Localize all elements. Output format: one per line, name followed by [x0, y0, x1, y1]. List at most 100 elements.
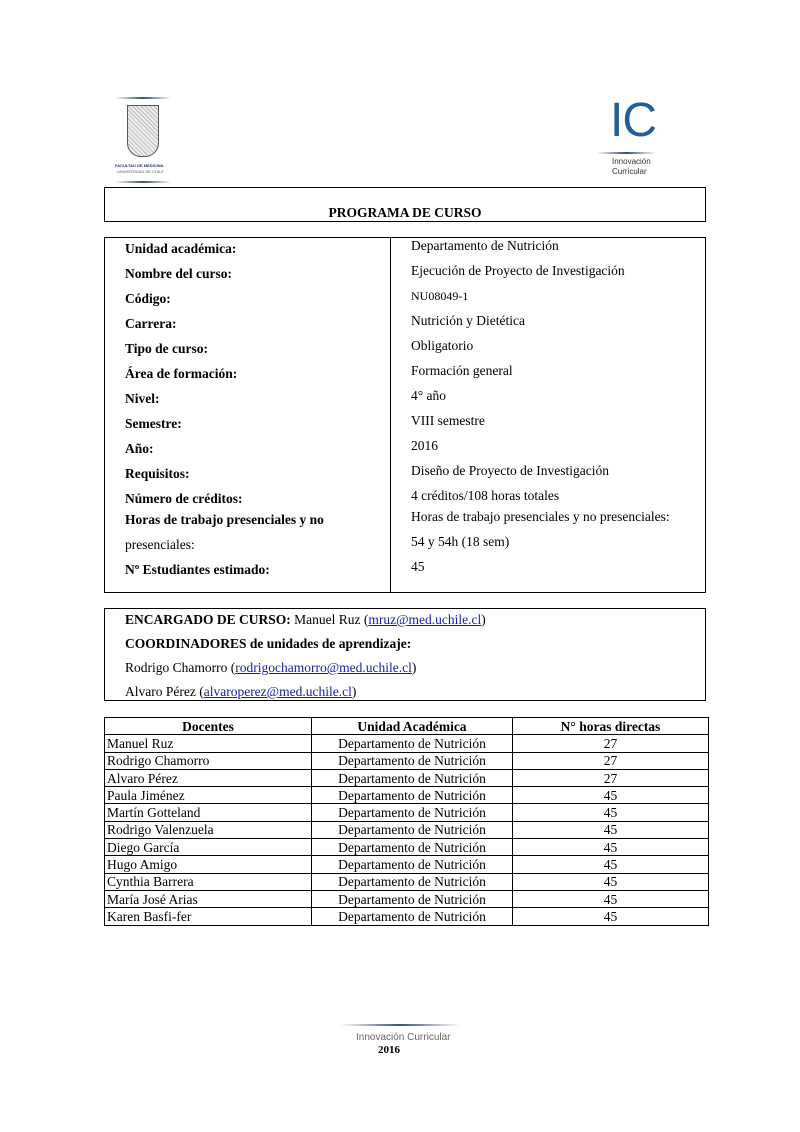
info-value: 45 [411, 559, 425, 574]
unidad-academica: Departamento de Nutrición [311, 907, 513, 926]
info-label: Nº Estudiantes estimado: [125, 562, 270, 577]
docente-name: María José Arias [104, 889, 312, 909]
logo-line2: Curricular [612, 167, 647, 176]
coord-rest: de unidades de aprendizaje: [246, 636, 412, 651]
docente-name: Cynthia Barrera [104, 872, 312, 891]
coordinator-email-link[interactable]: alvaroperez@med.uchile.cl [203, 684, 352, 699]
docente-name: Karen Basfi-fer [104, 907, 312, 926]
coordinator-name: Rodrigo Chamorro ( [125, 660, 236, 675]
info-label: Número de créditos: [125, 491, 243, 506]
table-row: Karen Basfi-fer Departamento de Nutrición… [104, 907, 709, 926]
faculty-logo: FACULTAD DE MEDICINA UNIVERSIDAD DE CHIL… [115, 97, 171, 183]
info-value: Diseño de Proyecto de Investigación [411, 463, 609, 478]
logo-line1: Innovación [612, 157, 651, 166]
table-row: Martín Gotteland Departamento de Nutrició… [104, 803, 709, 822]
docente-name: Manuel Ruz [104, 734, 312, 753]
horas-directas: 45 [512, 889, 709, 909]
encargado-line: ENCARGADO DE CURSO: Manuel Ruz (mruz@med… [125, 612, 486, 628]
unidad-academica: Departamento de Nutrición [311, 803, 513, 822]
col-header-docentes: Docentes [104, 716, 312, 736]
info-label: presenciales: [125, 537, 195, 552]
info-value: VIII semestre [411, 413, 485, 428]
info-label: Nivel: [125, 391, 160, 406]
info-label: Año: [125, 441, 154, 456]
unidad-academica: Departamento de Nutrición [311, 838, 513, 857]
info-label: Tipo de curso: [125, 341, 209, 356]
info-value: Nutrición y Dietética [411, 313, 525, 328]
title-box: PROGRAMA DE CURSO [104, 187, 706, 222]
horas-directas: 45 [512, 820, 709, 840]
coordinator-1: Rodrigo Chamorro (rodrigochamorro@med.uc… [125, 660, 416, 676]
info-value: 4 créditos/108 horas totales [411, 488, 560, 503]
unidad-academica: Departamento de Nutrición [311, 768, 513, 788]
info-value: 54 y 54h (18 sem) [411, 534, 510, 549]
paren: ) [351, 684, 357, 699]
table-row: María José Arias Departamento de Nutrició… [104, 889, 709, 909]
unidad-academica: Departamento de Nutrición [311, 786, 513, 805]
info-value: 2016 [411, 438, 438, 453]
docente-name: Paula Jiménez [104, 786, 312, 805]
info-value: Departamento de Nutrición [411, 238, 559, 253]
paren: ) [481, 612, 486, 627]
unidad-academica: Departamento de Nutrición [311, 751, 513, 770]
paren: ) [411, 660, 417, 675]
horas-directas: 45 [512, 872, 709, 891]
horas-directas: 45 [512, 855, 709, 874]
table-row: Cynthia Barrera Departamento de Nutrición… [104, 872, 709, 891]
footer-logo: Innovación Curricular 2016 [340, 1024, 460, 1060]
table-row: Alvaro Pérez Departamento de Nutrición 27 [104, 768, 709, 788]
info-label: Semestre: [125, 416, 182, 431]
info-value: 4° año [411, 388, 447, 403]
encargado-email-link[interactable]: mruz@med.uchile.cl [368, 612, 482, 627]
info-value: Horas de trabajo presenciales y no prese… [411, 509, 670, 524]
encargado-label: ENCARGADO DE CURSO: [125, 612, 291, 627]
ic-mark: IC [610, 94, 657, 147]
coordinators-heading: COORDINADORES de unidades de aprendizaje… [125, 636, 411, 652]
horas-directas: 45 [512, 838, 709, 857]
info-label: Carrera: [125, 316, 177, 331]
info-label: Unidad académica: [125, 241, 237, 256]
docente-name: Rodrigo Valenzuela [104, 820, 312, 840]
unidad-academica: Departamento de Nutrición [311, 889, 513, 909]
faculty-logo-text: FACULTAD DE MEDICINA [115, 163, 164, 168]
info-value: Formación general [411, 363, 513, 378]
horas-directas: 27 [512, 768, 709, 788]
table-row: Rodrigo Chamorro Departamento de Nutrició… [104, 751, 709, 770]
info-value: Obligatorio [411, 338, 474, 353]
info-label: Horas de trabajo presenciales y no [125, 512, 324, 527]
col-header-unidad: Unidad Académica [311, 716, 513, 736]
unidad-academica: Departamento de Nutrición [311, 734, 513, 753]
col-header-horas: N° horas directas [512, 716, 709, 736]
unidad-academica: Departamento de Nutrición [311, 855, 513, 874]
docente-name: Diego García [104, 838, 312, 857]
horas-directas: 45 [512, 786, 709, 805]
course-info-table: Unidad académica: Departamento de Nutrici… [104, 237, 706, 593]
coordinator-email-link[interactable]: rodrigochamorro@med.uchile.cl [235, 660, 412, 675]
info-label: Área de formación: [125, 366, 238, 381]
docente-name: Rodrigo Chamorro [104, 751, 312, 770]
unidad-academica: Departamento de Nutrición [311, 820, 513, 840]
info-label: Requisitos: [125, 466, 190, 481]
encargado-name: Manuel Ruz ( [294, 612, 369, 627]
footer-year: 2016 [378, 1044, 400, 1056]
table-row: Rodrigo Valenzuela Departamento de Nutric… [104, 820, 709, 840]
table-row: Paula Jiménez Departamento de Nutrición 45 [104, 786, 709, 805]
coat-of-arms-icon [127, 105, 159, 157]
info-value: Ejecución de Proyecto de Investigación [411, 263, 625, 278]
horas-directas: 45 [512, 803, 709, 822]
table-row: Hugo Amigo Departamento de Nutrición 45 [104, 855, 709, 874]
horas-directas: 45 [512, 907, 709, 926]
docentes-table: Docentes Unidad Académica N° horas direc… [104, 716, 709, 926]
coordinator-2: Alvaro Pérez (alvaroperez@med.uchile.cl) [125, 684, 356, 700]
page-title: PROGRAMA DE CURSO [328, 205, 482, 220]
footer-text: Innovación Curricular [356, 1032, 451, 1043]
staff-box: ENCARGADO DE CURSO: Manuel Ruz (mruz@med… [104, 608, 706, 701]
table-row: Manuel Ruz Departamento de Nutrición 27 [104, 734, 709, 753]
coordinator-name: Alvaro Pérez ( [125, 684, 204, 699]
unidad-academica: Departamento de Nutrición [311, 872, 513, 891]
info-label: Nombre del curso: [125, 266, 232, 281]
coord-label: COORDINADORES [125, 636, 247, 651]
innovacion-curricular-logo: IC Innovación Curricular [596, 94, 660, 181]
horas-directas: 27 [512, 734, 709, 753]
